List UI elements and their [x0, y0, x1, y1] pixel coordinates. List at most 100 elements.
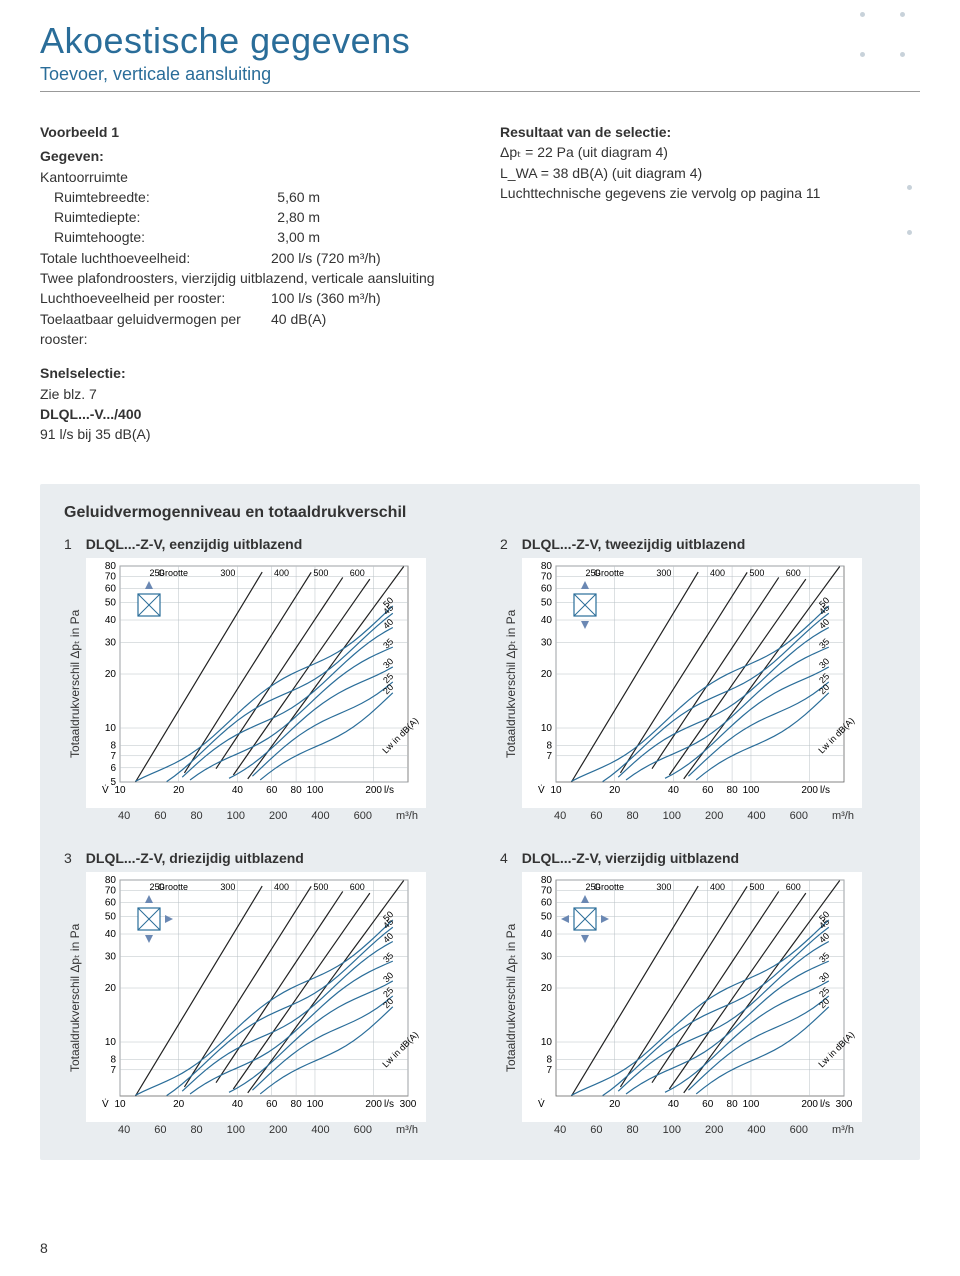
- svg-text:300: 300: [220, 568, 235, 578]
- page-subtitle: Toevoer, verticale aansluiting: [40, 64, 920, 85]
- svg-text:6: 6: [110, 763, 116, 774]
- svg-text:7: 7: [546, 751, 552, 762]
- svg-text:60: 60: [702, 785, 714, 796]
- spec-v: 3,00 m: [277, 227, 460, 247]
- svg-text:20: 20: [105, 669, 117, 680]
- svg-text:l/s: l/s: [384, 1099, 394, 1110]
- svg-text:80: 80: [291, 1099, 303, 1110]
- svg-text:200: 200: [365, 785, 382, 796]
- svg-text:60: 60: [541, 584, 553, 595]
- svg-text:Grootte: Grootte: [158, 568, 188, 578]
- spec-v: 40 dB(A): [271, 309, 460, 350]
- svg-text:80: 80: [541, 561, 553, 572]
- svg-text:400: 400: [710, 568, 725, 578]
- chart-title: 1DLQL...-Z-V, eenzijdig uitblazend: [64, 536, 460, 552]
- result-text: 91 l/s bij 35 dB(A): [40, 424, 460, 444]
- svg-text:600: 600: [350, 568, 365, 578]
- svg-text:10: 10: [541, 1037, 553, 1048]
- svg-text:40: 40: [668, 785, 680, 796]
- chart-ylabel: Totaaldrukverschil Δpₜ in Pa: [68, 610, 82, 758]
- svg-text:10: 10: [105, 1037, 117, 1048]
- spec-k: Totale luchthoeveelheid:: [40, 248, 271, 268]
- chart-ylabel: Totaaldrukverschil Δpₜ in Pa: [504, 610, 518, 758]
- deco-dot: [860, 52, 865, 57]
- svg-text:300: 300: [400, 1099, 417, 1110]
- svg-text:80: 80: [727, 1099, 739, 1110]
- deco-dot: [907, 230, 912, 235]
- page-number: 8: [40, 1240, 48, 1256]
- svg-text:10: 10: [114, 785, 126, 796]
- dlql-code: DLQL...-V.../400: [40, 404, 460, 424]
- room-type: Kantoorruimte: [40, 167, 460, 187]
- svg-text:8: 8: [110, 1055, 116, 1066]
- svg-text:100: 100: [743, 785, 760, 796]
- svg-text:400: 400: [710, 882, 725, 892]
- chart-title: 2DLQL...-Z-V, tweezijdig uitblazend: [500, 536, 896, 552]
- svg-text:8: 8: [110, 741, 116, 752]
- result-col: Resultaat van de selectie: Δpₜ = 22 Pa (…: [500, 122, 920, 444]
- chart-secondary-xaxis: 406080100200400600 m³/h: [86, 810, 426, 822]
- svg-text:20: 20: [105, 983, 117, 994]
- chart-ylabel: Totaaldrukverschil Δpₜ in Pa: [504, 924, 518, 1072]
- chart-ylabel: Totaaldrukverschil Δpₜ in Pa: [68, 924, 82, 1072]
- example-col: Voorbeeld 1 Gegeven: Kantoorruimte Ruimt…: [40, 122, 460, 444]
- chart-block: 3DLQL...-Z-V, driezijdig uitblazend Tota…: [64, 850, 460, 1136]
- svg-text:600: 600: [350, 882, 365, 892]
- spec-k: Luchthoeveelheid per rooster:: [40, 288, 271, 308]
- deco-dot: [900, 52, 905, 57]
- svg-text:40: 40: [541, 929, 553, 940]
- charts-heading: Geluidvermogenniveau en totaaldrukversch…: [64, 504, 896, 522]
- svg-text:400: 400: [274, 568, 289, 578]
- spec-v: 2,80 m: [277, 207, 460, 227]
- svg-text:10: 10: [550, 785, 562, 796]
- svg-text:l/s: l/s: [384, 785, 394, 796]
- svg-text:60: 60: [541, 898, 553, 909]
- svg-text:80: 80: [291, 785, 303, 796]
- svg-text:70: 70: [105, 572, 117, 583]
- svg-text:30: 30: [541, 952, 553, 963]
- charts-section: Geluidvermogenniveau en totaaldrukversch…: [40, 484, 920, 1160]
- svg-text:200: 200: [801, 1099, 818, 1110]
- svg-text:7: 7: [110, 751, 116, 762]
- svg-text:80: 80: [727, 785, 739, 796]
- deco-dot: [860, 12, 865, 17]
- svg-text:60: 60: [105, 584, 117, 595]
- svg-text:60: 60: [266, 785, 278, 796]
- chart-block: 2DLQL...-Z-V, tweezijdig uitblazend Tota…: [500, 536, 896, 822]
- svg-text:200: 200: [365, 1099, 382, 1110]
- svg-text:40: 40: [105, 615, 117, 626]
- spec-k: Toelaatbaar geluidvermogen per rooster:: [40, 309, 271, 350]
- divider: [40, 91, 920, 92]
- chart-title: 4DLQL...-Z-V, vierzijdig uitblazend: [500, 850, 896, 866]
- chart-svg: 78102030405060708020406080100200300l/sV̇…: [522, 872, 862, 1122]
- chart-secondary-xaxis: 406080100200400600 m³/h: [86, 1124, 426, 1136]
- chart-svg: 7810203040506070801020406080100200l/sV̇2…: [522, 558, 862, 808]
- svg-text:10: 10: [105, 723, 117, 734]
- svg-text:500: 500: [749, 882, 764, 892]
- svg-text:40: 40: [232, 785, 244, 796]
- svg-text:8: 8: [546, 1055, 552, 1066]
- chart-svg: 7810203040506070801020406080100200300l/s…: [86, 872, 426, 1122]
- svg-text:400: 400: [274, 882, 289, 892]
- svg-text:20: 20: [609, 1099, 621, 1110]
- svg-text:l/s: l/s: [820, 785, 830, 796]
- svg-text:600: 600: [786, 568, 801, 578]
- svg-text:l/s: l/s: [820, 1099, 830, 1110]
- chart-title: 3DLQL...-Z-V, driezijdig uitblazend: [64, 850, 460, 866]
- svg-text:40: 40: [668, 1099, 680, 1110]
- svg-text:70: 70: [105, 886, 117, 897]
- chart-svg: 567810203040506070801020406080100200l/sV…: [86, 558, 426, 808]
- svg-text:100: 100: [743, 1099, 760, 1110]
- svg-text:200: 200: [801, 785, 818, 796]
- zie-text: Zie blz. 7: [40, 384, 460, 404]
- svg-text:30: 30: [105, 638, 117, 649]
- svg-text:80: 80: [105, 561, 117, 572]
- result-line: Δpₜ = 22 Pa (uit diagram 4): [500, 142, 920, 162]
- svg-text:Grootte: Grootte: [594, 568, 624, 578]
- svg-text:20: 20: [541, 669, 553, 680]
- svg-text:50: 50: [105, 912, 117, 923]
- svg-text:20: 20: [173, 1099, 185, 1110]
- spec-k: Ruimtebreedte:: [54, 187, 277, 207]
- svg-text:50: 50: [105, 598, 117, 609]
- svg-text:7: 7: [110, 1065, 116, 1076]
